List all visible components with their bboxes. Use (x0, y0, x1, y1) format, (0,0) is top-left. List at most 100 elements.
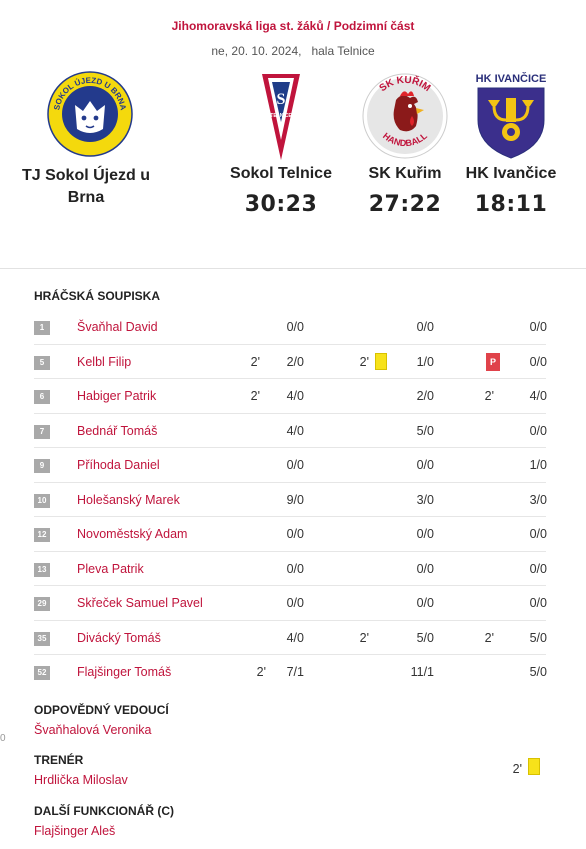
player-number: 35 (34, 631, 50, 646)
player-name[interactable]: Divácký Tomáš (77, 630, 161, 645)
svg-text:HK IVANČICE: HK IVANČICE (476, 72, 547, 85)
svg-text:SK KUŘIM: SK KUŘIM (378, 74, 433, 94)
opponent-name: SK Kuřim (368, 165, 442, 182)
goals-match-1: 4/0 (286, 630, 304, 645)
player-name[interactable]: Pleva Patrik (77, 561, 144, 576)
red-card-icon: P (486, 352, 500, 371)
home-team-name[interactable]: TJ Sokol Újezd u Brna (21, 167, 150, 206)
player-name[interactable]: Skřeček Samuel Pavel (77, 596, 203, 610)
goals-match-3: 0/0 (529, 561, 547, 576)
table-row: 35 Divácký Tomáš 4/0 2' 5/0 2' 5/0 (34, 621, 547, 655)
match-score: 27:22 (368, 192, 442, 217)
roster-table: 1 Švaňhal David 0/0 0/0 0/0 5 Kelbl Fili… (34, 310, 547, 690)
goals-match-3: 0/0 (529, 596, 547, 610)
player-name[interactable]: Flajšinger Tomáš (77, 665, 172, 679)
goals-match-3: 4/0 (529, 389, 547, 403)
penalty-minutes-match-1: 2' (256, 665, 266, 679)
goals-match-3: 0/0 (529, 320, 547, 334)
table-row: 12 Novoměstský Adam 0/0 0/0 0/0 (34, 517, 547, 552)
responsible-title: ODPOVĚDNÝ VEDOUCÍ (34, 703, 169, 717)
penalty-minutes-match-3: 2' (484, 389, 494, 403)
player-name[interactable]: Habiger Patrik (77, 389, 157, 403)
player-number: 5 (34, 355, 50, 370)
player-number: 13 (34, 562, 50, 577)
goals-match-1: 7/1 (286, 665, 304, 679)
goals-match-3: 5/0 (529, 665, 547, 679)
player-name[interactable]: Novoměstský Adam (77, 527, 188, 541)
player-number: 7 (34, 424, 50, 439)
opponent-hk-ivancice[interactable]: HK IVANČICE HK Ivančice 18:11 (451, 70, 571, 217)
match-score: 18:11 (474, 192, 548, 217)
player-number: 6 (34, 390, 50, 404)
coach-section: TRENÉR Hrdlička Miloslav 2' (34, 753, 554, 789)
goals-match-1: 0/0 (286, 561, 304, 576)
coach-title: TRENÉR (34, 753, 84, 767)
other-official-section: DALŠÍ FUNKCIONÁŘ (C) Flajšinger Aleš (34, 804, 554, 838)
other-official-title: DALŠÍ FUNKCIONÁŘ (C) (34, 804, 174, 818)
goals-match-3: 0/0 (529, 354, 547, 369)
player-name[interactable]: Kelbl Filip (77, 354, 132, 369)
table-row: 7 Bednář Tomáš 4/0 5/0 0/0 (34, 414, 547, 448)
sokol-telnice-logo: S TELNICE (262, 74, 300, 160)
svg-text:TELNICE: TELNICE (270, 113, 292, 119)
sk-kurim-logo: SK KUŘIM HANDBALL (362, 73, 448, 159)
player-number: 9 (34, 459, 50, 473)
coach-penalty-minutes: 2' (512, 762, 522, 776)
table-row: 13 Pleva Patrik 0/0 0/0 0/0 (34, 552, 547, 586)
goals-match-2: 3/0 (416, 492, 434, 507)
table-row: 5 Kelbl Filip 2' 2/0 2' 1/0 P 0/0 (34, 345, 547, 379)
goals-match-3: 1/0 (529, 458, 547, 472)
penalty-minutes-match-2: 2' (359, 354, 369, 369)
opponent-name: HK Ivančice (465, 165, 557, 182)
player-name[interactable]: Holešanský Marek (77, 492, 180, 507)
goals-match-1: 4/0 (286, 423, 304, 438)
penalty-minutes-match-1: 2' (250, 389, 260, 403)
goals-match-2: 1/0 (416, 354, 434, 369)
goals-match-2: 5/0 (416, 423, 434, 438)
penalty-minutes-match-1: 2' (250, 354, 260, 369)
goals-match-2: 0/0 (416, 596, 434, 610)
table-row: 9 Příhoda Daniel 0/0 0/0 1/0 (34, 448, 547, 483)
svg-text:handball: handball (74, 130, 105, 143)
svg-text:S: S (277, 91, 286, 108)
goals-match-1: 9/0 (286, 492, 304, 507)
player-number: 29 (34, 597, 50, 611)
match-header: Jihomoravská liga st. žáků / Podzimní čá… (0, 0, 586, 265)
table-row: 10 Holešanský Marek 9/0 3/0 3/0 (34, 483, 547, 517)
responsible-name[interactable]: Švaňhalová Veronika (34, 723, 152, 737)
sokol-ujezd-logo: SOKOL ÚJEZD U BRNA handball (47, 71, 133, 157)
table-row: 6 Habiger Patrik 2' 4/0 2/0 2' 4/0 (34, 379, 547, 414)
league-title[interactable]: Jihomoravská liga st. žáků / Podzimní čá… (171, 19, 415, 33)
goals-match-2: 0/0 (416, 527, 434, 541)
match-venue: hala Telnice (311, 44, 375, 58)
goals-match-2: 5/0 (416, 630, 434, 645)
player-number: 12 (34, 528, 50, 542)
goals-match-2: 11/1 (410, 665, 434, 679)
goals-match-1: 0/0 (286, 320, 304, 334)
yellow-card-icon (528, 758, 540, 775)
table-row: 1 Švaňhal David 0/0 0/0 0/0 (34, 310, 547, 345)
hk-ivancice-logo: HK IVANČICE (476, 72, 547, 159)
player-number: 10 (34, 493, 50, 508)
goals-match-3: 5/0 (529, 630, 547, 645)
player-name[interactable]: Příhoda Daniel (77, 458, 160, 472)
player-name[interactable]: Bednář Tomáš (77, 423, 158, 438)
coach-name[interactable]: Hrdlička Miloslav (34, 773, 128, 787)
goals-match-1: 0/0 (286, 527, 304, 541)
opponent-sokol-telnice[interactable]: S TELNICE Sokol Telnice 30:23 (221, 70, 341, 217)
responsible-section: ODPOVĚDNÝ VEDOUCÍ Švaňhalová Veronika (34, 703, 554, 737)
goals-match-2: 0/0 (416, 320, 434, 334)
goals-match-3: 3/0 (529, 492, 547, 507)
edge-glyph: 0 (0, 733, 6, 744)
roster-title: HRÁČSKÁ SOUPISKA (34, 289, 161, 303)
goals-match-3: 0/0 (529, 423, 547, 438)
opponent-sk-kurim[interactable]: SK KUŘIM HANDBALL SK Kuřim 27:22 (345, 70, 465, 217)
table-row: 52 Flajšinger Tomáš 2' 7/1 11/1 5/0 (34, 655, 547, 690)
match-info: ne, 20. 10. 2024, hala Telnice (0, 44, 586, 58)
match-score: 30:23 (244, 192, 318, 217)
other-official-name[interactable]: Flajšinger Aleš (34, 824, 116, 838)
goals-match-1: 0/0 (286, 596, 304, 610)
goals-match-1: 4/0 (286, 389, 304, 403)
player-name[interactable]: Švaňhal David (77, 320, 158, 334)
goals-match-3: 0/0 (529, 527, 547, 541)
